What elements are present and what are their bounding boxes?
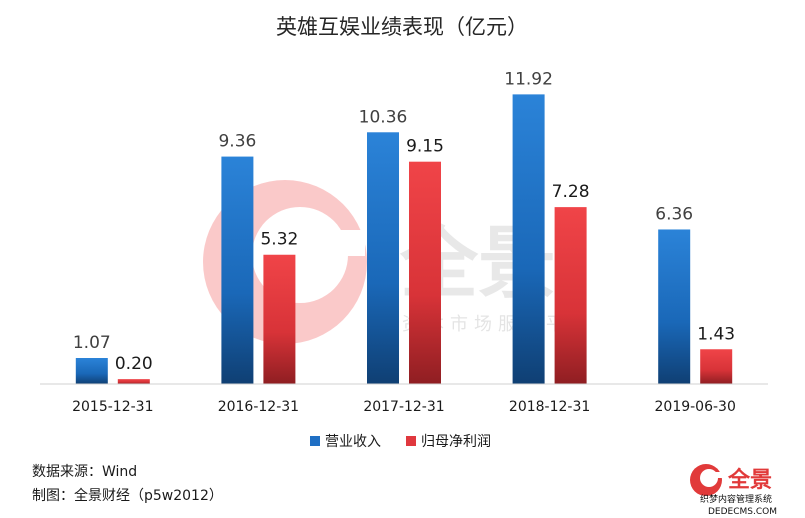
legend-label-profit: 归母净利润: [421, 433, 491, 450]
x-tick-label-2015-12-31: 2015-12-31: [72, 399, 153, 415]
brand-logo-url: DEDECMS.COM: [708, 507, 777, 517]
legend-swatch-revenue: [310, 436, 320, 446]
x-tick-label-2018-12-31: 2018-12-31: [509, 399, 590, 415]
credit-note: 制图：全景财经（p5w2012）: [32, 487, 223, 504]
value-labels-group: 1.070.20 9.36 5.32 10.36 9.15 11.92 7.28 6.36 1.…: [73, 69, 735, 374]
value-label-revenue-2015-12-31: 1.07: [73, 333, 111, 353]
value-label-profit-2017-12-31: 9.15: [406, 137, 444, 157]
value-label-profit-2019-06-30: 1.43: [697, 324, 735, 344]
bar-revenue-2019-06-30: [658, 229, 691, 384]
bar-profit-2018-12-31: [554, 207, 587, 384]
value-label-revenue-2019-06-30: 6.36: [655, 204, 693, 224]
value-label-profit-2016-12-31: 5.32: [260, 230, 298, 250]
bar-profit-2015-12-31: [117, 379, 150, 384]
value-label-revenue-2018-12-31: 11.92: [504, 69, 553, 89]
bar-profit-2019-06-30: [700, 349, 733, 384]
value-label-profit-2018-12-31: 7.28: [552, 182, 590, 202]
brand-logo: 全景 织梦内容管理系统 DEDECMS.COM: [690, 464, 777, 517]
brand-logo-icon: [690, 464, 724, 496]
brand-logo-text: 全景: [727, 467, 772, 493]
legend-swatch-profit: [406, 436, 416, 446]
x-ticks-group: 2015-12-31 2016-12-31 2017-12-31 2018-12-31…: [72, 399, 736, 415]
bar-revenue-2015-12-31: [75, 358, 108, 384]
bars-group: [75, 94, 733, 385]
bar-profit-2017-12-31: [409, 161, 441, 384]
bar-revenue-2016-12-31: [221, 156, 254, 384]
bar-profit-2016-12-31: [263, 254, 296, 384]
source-note: 数据来源：Wind: [32, 464, 137, 480]
brand-logo-sub: 织梦内容管理系统: [700, 493, 772, 505]
value-label-profit-2015-12-31: 0.20: [115, 354, 153, 374]
bar-revenue-2017-12-31: [367, 132, 399, 384]
legend-label-revenue: 营业收入: [325, 434, 381, 450]
chart-title: 英雄互娱业绩表现（亿元）: [276, 15, 528, 39]
legend: 营业收入 归母净利润: [310, 433, 491, 450]
bar-revenue-2018-12-31: [512, 94, 545, 385]
x-tick-label-2019-06-30: 2019-06-30: [655, 399, 736, 415]
value-label-revenue-2017-12-31: 10.36: [359, 107, 408, 127]
x-tick-label-2017-12-31: 2017-12-31: [363, 399, 444, 415]
value-label-revenue-2016-12-31: 9.36: [218, 132, 256, 152]
x-tick-label-2016-12-31: 2016-12-31: [218, 399, 299, 415]
